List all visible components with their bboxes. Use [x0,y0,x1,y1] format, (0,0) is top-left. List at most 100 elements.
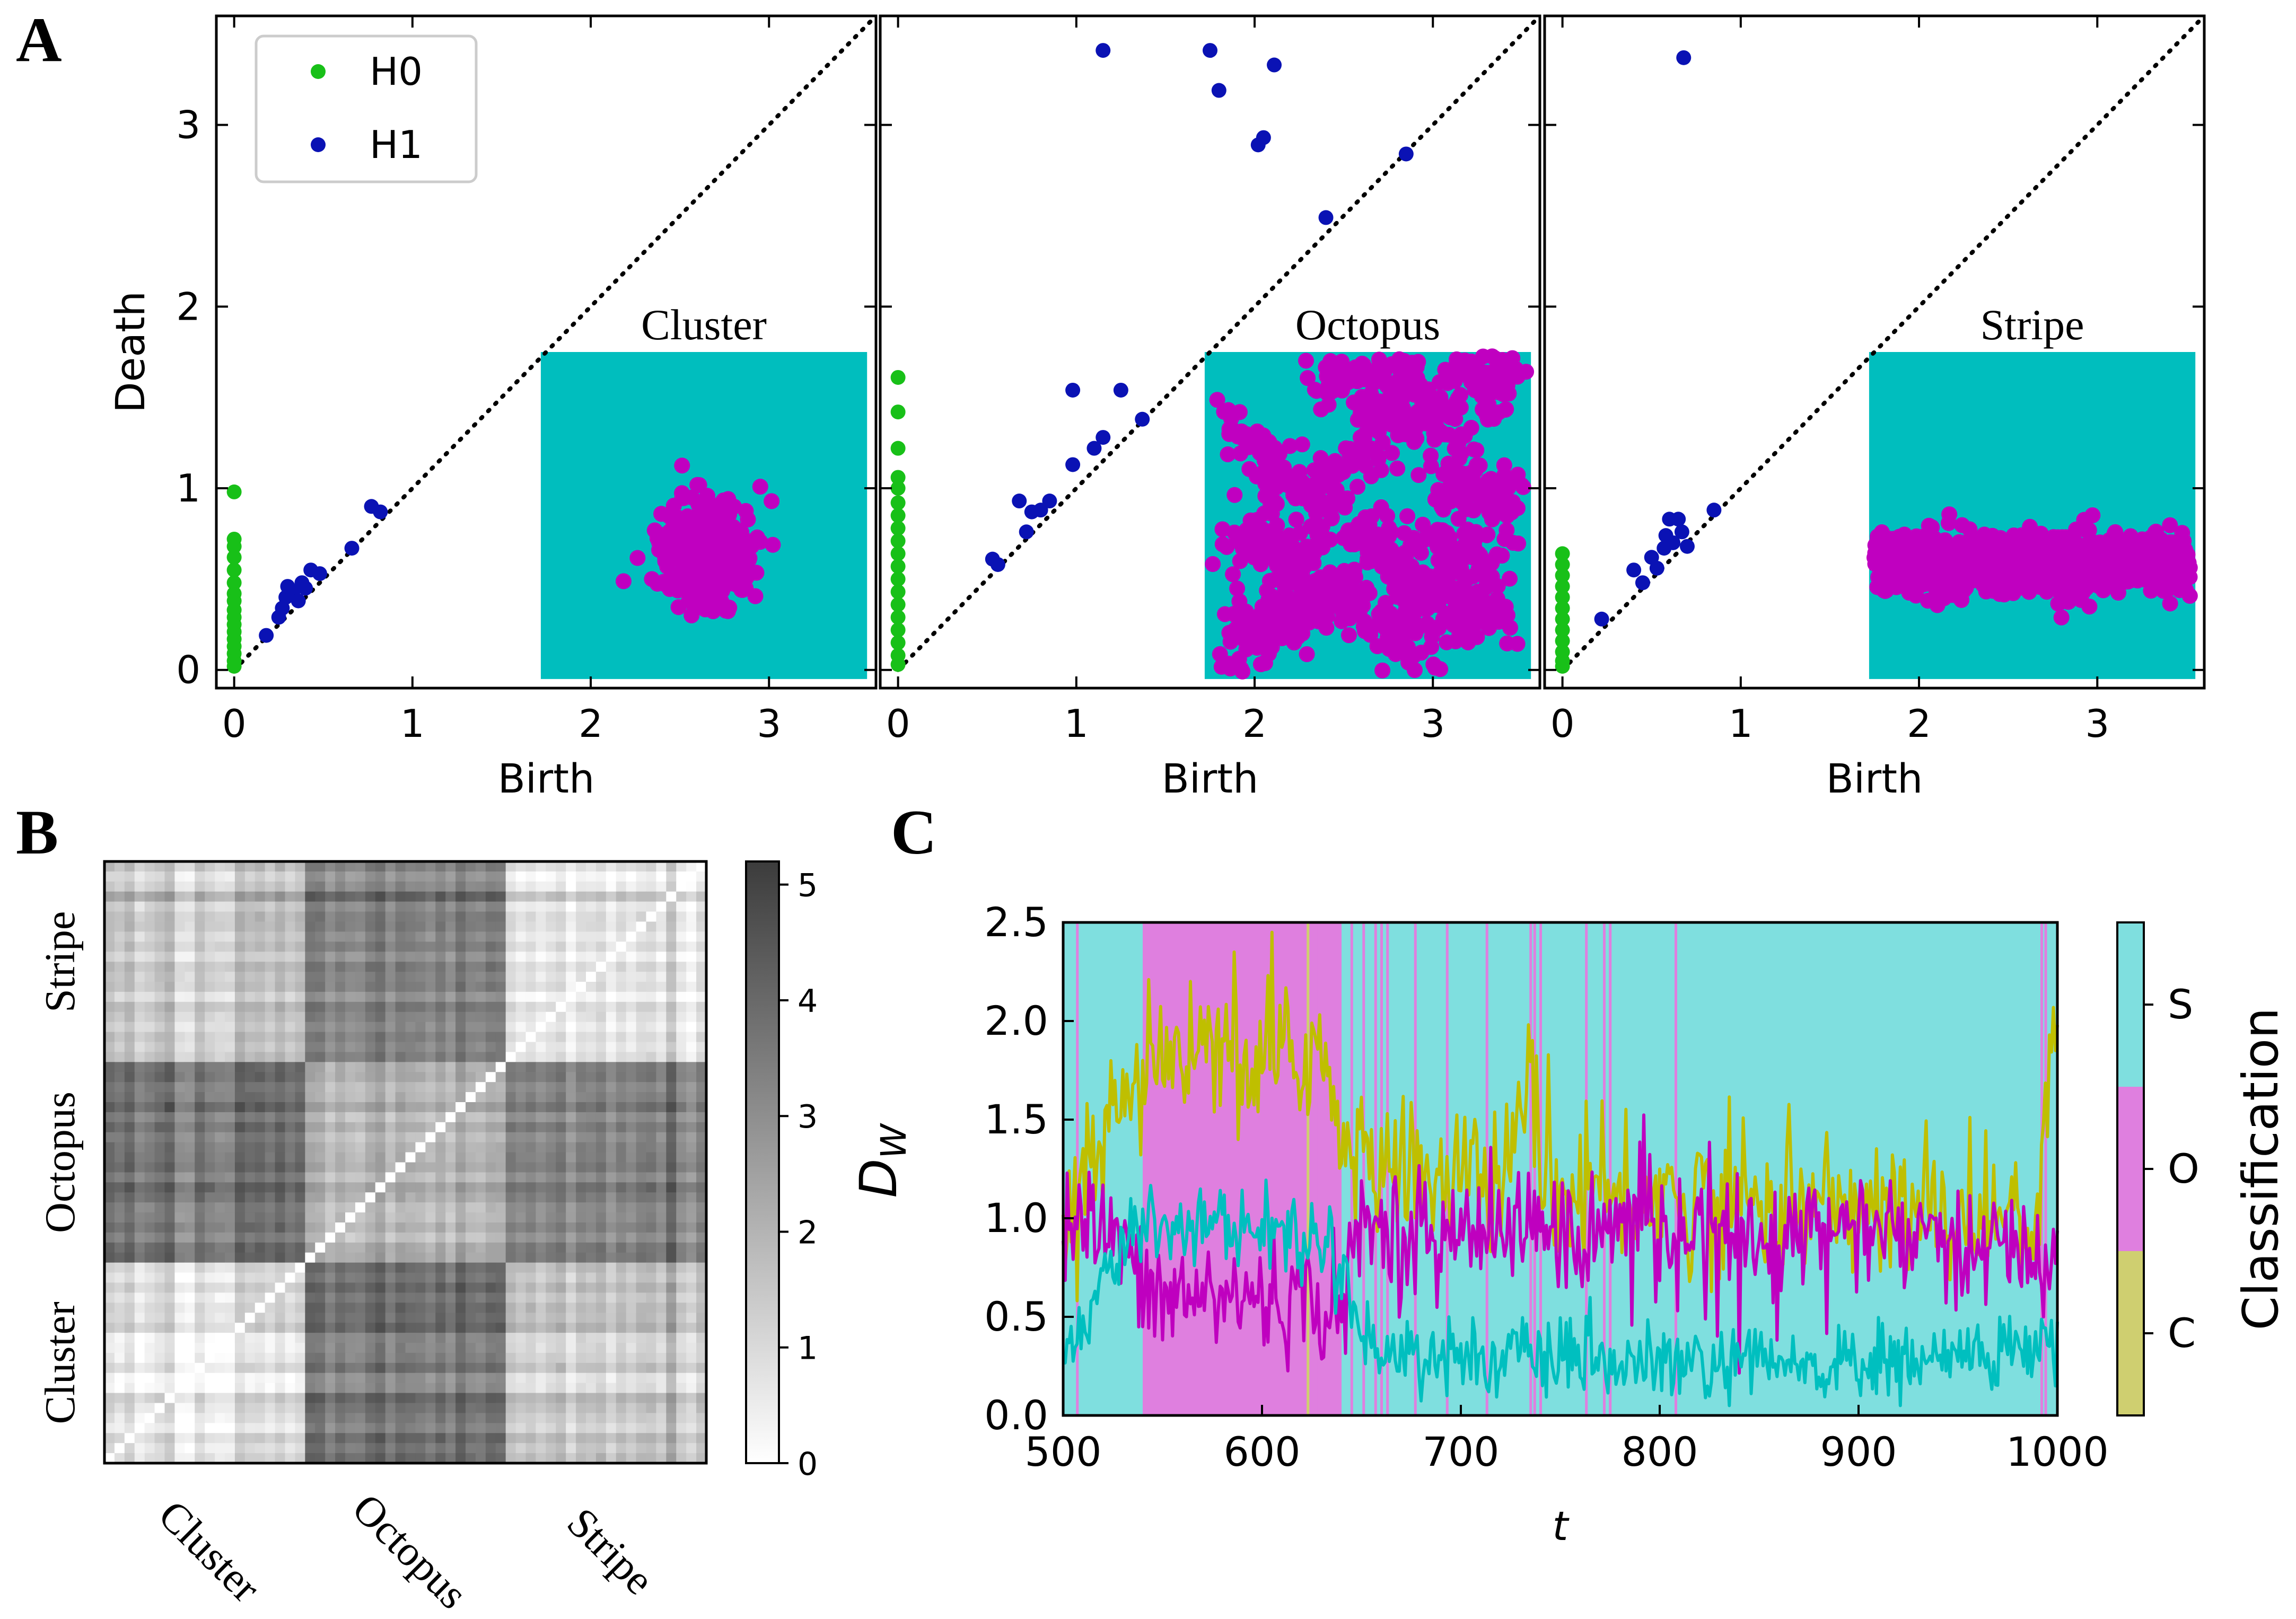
heatmap-cell [134,1032,145,1043]
x-axis-label: Birth [1162,755,1258,802]
heatmap-cell [636,1202,647,1213]
heatmap-cell [345,1222,356,1233]
heatmap-cell [174,931,185,942]
heatmap-cell [485,1202,496,1213]
heatmap-cell [154,1042,165,1053]
heatmap-cell [195,952,205,962]
heatmap-cell [134,1092,145,1103]
heatmap-cell [225,982,235,992]
heatmap-cell [656,1272,667,1283]
heatmap-cell [225,1172,235,1183]
heatmap-cell [144,921,155,932]
heatmap-cell [215,1222,225,1233]
heatmap-cell [455,1052,466,1062]
heatmap-cell [656,1011,667,1023]
inset-point [1266,571,1282,588]
heatmap-cell [595,1022,607,1033]
heatmap-cell [225,1162,235,1173]
heatmap-cell [244,1092,256,1103]
heatmap-cell [485,1102,496,1113]
heatmap-cell [495,1052,506,1062]
heatmap-cell [164,991,176,1002]
inset-point [1299,646,1315,662]
heatmap-cell [215,1212,225,1223]
heatmap-cell [676,921,687,932]
heatmap-cell [104,1192,115,1203]
heatmap-cell [435,1272,446,1283]
heatmap-cell [666,1032,677,1043]
point-h1 [1706,503,1722,518]
heatmap-cell [405,1222,416,1233]
heatmap-cell [124,942,135,952]
heatmap-cell [185,891,195,902]
heatmap-cell [124,1132,135,1143]
heatmap-cell [536,991,546,1002]
heatmap-cell [124,1092,135,1103]
heatmap-cell [355,921,366,932]
heatmap-cell [435,1122,446,1133]
heatmap-cell [495,1112,506,1123]
heatmap-cell [505,1222,516,1233]
heatmap-cell [445,1232,456,1243]
heatmap-cell [285,1142,296,1153]
heatmap-cell [495,901,506,912]
heatmap-cell [636,1232,647,1243]
heatmap-cell [285,1052,296,1062]
heatmap-cell [164,962,176,972]
heatmap-cell [385,1182,396,1193]
inset-point [1874,566,1890,582]
heatmap-cell [616,931,627,942]
heatmap-cell [475,1182,486,1193]
heatmap-cell [355,1042,366,1053]
heatmap-cell [666,931,677,942]
heatmap-cell [435,881,446,892]
heatmap-cell [144,982,155,992]
heatmap-cell [466,1142,476,1153]
heatmap-cell [546,962,556,972]
heatmap-cell [425,861,436,872]
heatmap-cell [495,1001,506,1013]
heatmap-cell [375,972,386,982]
heatmap-cell [365,1011,376,1023]
heatmap-cell [525,1202,537,1213]
heatmap-cell [686,1202,697,1213]
heatmap-cell [495,1062,506,1072]
heatmap-cell [255,921,266,932]
heatmap-cell [626,921,637,932]
heatmap-cell [295,952,305,962]
heatmap-cell [154,1102,165,1113]
heatmap-cell [134,881,145,892]
heatmap-cell [114,871,125,882]
heatmap-cell [656,1122,667,1133]
heatmap-cell [335,1112,346,1123]
heatmap-cell [225,1282,235,1294]
heatmap-cell [646,1032,657,1043]
heatmap-cell [576,1252,586,1263]
heatmap-cell [445,972,456,982]
inset-point [1349,479,1366,495]
heatmap-cell [595,1082,607,1093]
inset-point [2012,577,2028,594]
heatmap-cell [435,1011,446,1023]
heatmap-cell [666,982,677,992]
heatmap-cell [134,982,145,992]
heatmap-cell [205,891,215,902]
heatmap-cell [616,1022,627,1033]
heatmap-cell [215,1202,225,1213]
heatmap-cell [576,891,586,902]
heatmap-cell [415,962,426,972]
heatmap-cell [636,991,647,1002]
heatmap-cell [395,931,406,942]
heatmap-cell [195,1252,205,1263]
heatmap-cell [505,1172,516,1183]
heatmap-cell [395,1022,406,1033]
heatmap-cell [205,982,215,992]
heatmap-cell [154,942,165,952]
inset-point [2044,564,2061,580]
heatmap-cell [375,1022,386,1033]
heatmap-cell [676,881,687,892]
heatmap-cell [104,1262,115,1273]
heatmap-cell [475,1042,486,1053]
heatmap-cell [225,1272,235,1283]
heatmap-cell [345,1172,356,1183]
